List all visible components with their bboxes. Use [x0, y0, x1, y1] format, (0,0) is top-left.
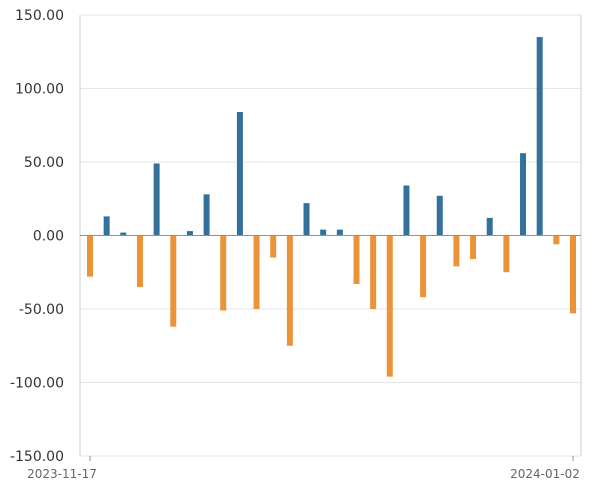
bar-positive: [320, 229, 327, 236]
bar-negative: [286, 235, 293, 346]
bar-positive: [303, 203, 310, 236]
bar-positive: [236, 112, 243, 236]
bar-negative: [353, 235, 360, 285]
y-tick-label: -150.00: [10, 449, 64, 465]
bar-positive: [403, 185, 410, 236]
y-tick-label: 0.00: [33, 229, 64, 245]
bar-negative: [553, 235, 560, 245]
bar-negative: [453, 235, 460, 267]
y-tick-label: 100.00: [15, 82, 64, 98]
bar-negative: [470, 235, 477, 260]
bar-negative: [386, 235, 393, 377]
bar-negative: [370, 235, 377, 309]
y-tick-label: 150.00: [15, 8, 64, 24]
bar-negative: [253, 235, 260, 309]
x-tick-label-start: 2023-11-17: [27, 467, 97, 481]
bar-positive: [336, 229, 343, 236]
y-tick-label: -100.00: [10, 376, 64, 392]
bar-negative: [570, 235, 576, 314]
bar-negative: [270, 235, 277, 258]
bar-negative: [87, 235, 93, 277]
bar-positive: [186, 231, 193, 236]
bar-negative: [136, 235, 143, 287]
bar-positive: [486, 217, 493, 236]
bars: [87, 37, 576, 377]
y-tick-label: -50.00: [19, 302, 64, 318]
y-axis-labels: 150.00 100.00 50.00 0.00 -50.00 -100.00 -150.0…: [10, 8, 64, 465]
x-tick-label-end: 2024-01-02: [510, 467, 580, 481]
bar-negative: [420, 235, 427, 298]
bar-negative: [220, 235, 227, 311]
bar-positive: [153, 163, 160, 236]
x-axis: 2023-11-17 2024-01-02: [27, 456, 580, 481]
bar-positive: [120, 232, 127, 236]
bar-positive: [203, 194, 210, 236]
bar-positive: [520, 153, 527, 236]
bar-negative: [170, 235, 177, 327]
bar-positive: [103, 216, 110, 236]
bar-positive: [536, 37, 543, 236]
bar-positive: [436, 195, 443, 236]
y-tick-label: 50.00: [24, 155, 64, 171]
bar-negative: [503, 235, 510, 273]
